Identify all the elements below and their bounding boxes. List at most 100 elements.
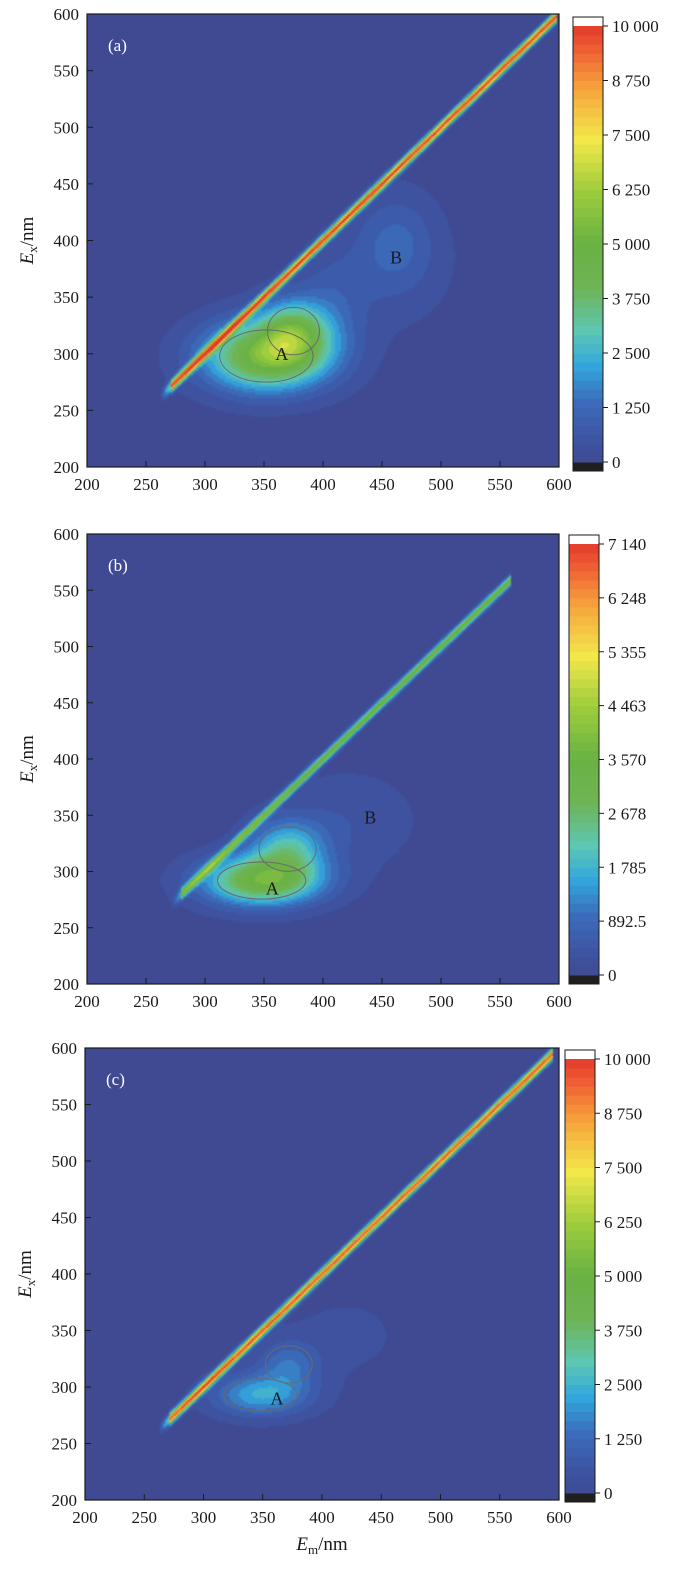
colorbar-band	[573, 53, 603, 63]
colorbar-band	[573, 362, 603, 372]
peak-label-A: A	[266, 878, 279, 898]
panel-label: (a)	[108, 36, 127, 55]
colorbar-band	[573, 434, 603, 445]
colorbar-band	[573, 244, 603, 254]
colorbar-band	[569, 939, 599, 949]
x-tick-label: 550	[487, 475, 513, 494]
peak-label-B: B	[364, 808, 376, 828]
colorbar-band	[565, 1393, 595, 1404]
colorbar-band	[569, 759, 599, 769]
colorbar-band	[565, 1474, 595, 1485]
y-tick-label: 200	[54, 975, 80, 994]
colorbar: 0 892.5 1 785 2 678 3 570 4 463 5 355 6 248 7 14…	[568, 534, 646, 985]
colorbar-band	[573, 316, 603, 327]
colorbar-band	[573, 71, 603, 81]
colorbar-tick-label: 3 570	[608, 751, 646, 770]
colorbar-band	[573, 298, 603, 309]
y-tick-label: 550	[54, 581, 80, 600]
colorbar-tick-label: 0	[608, 966, 617, 985]
y-tick-label: 350	[54, 806, 80, 825]
colorbar-band	[569, 606, 599, 617]
colorbar-band	[565, 1113, 595, 1123]
colorbar-band	[569, 813, 599, 823]
y-tick-label: 450	[54, 175, 80, 194]
colorbar-tick-label: 6 248	[608, 589, 646, 608]
y-tick-label: 600	[54, 525, 80, 544]
colorbar-band	[565, 1456, 595, 1467]
colorbar-band	[565, 1266, 595, 1277]
colorbar-band	[569, 885, 599, 895]
colorbar-band	[569, 966, 599, 976]
y-tick-label: 500	[54, 118, 80, 137]
colorbar-band	[569, 903, 599, 913]
colorbar-band	[565, 1303, 595, 1313]
colorbar-band	[573, 280, 603, 290]
colorbar-band	[573, 234, 603, 245]
colorbar-band	[565, 1294, 595, 1304]
colorbar: 0 1 250 2 500 3 750 5 000 6 250 7 500 8 750 10 0…	[564, 1049, 651, 1503]
colorbar-tick-label: 8 750	[612, 72, 650, 91]
colorbar-band	[573, 389, 603, 399]
colorbar-band	[569, 714, 599, 725]
colorbar-band	[565, 1059, 595, 1069]
colorbar-band	[569, 840, 599, 850]
colorbar-band	[569, 786, 599, 796]
contour-line	[219, 329, 314, 383]
colorbar-band	[565, 1429, 595, 1440]
colorbar-band	[569, 777, 599, 787]
colorbar-band	[573, 116, 603, 127]
colorbar-band	[569, 867, 599, 877]
colorbar-band	[569, 912, 599, 922]
contour-line	[223, 1378, 298, 1412]
x-tick-label: 250	[132, 1508, 158, 1527]
colorbar-band	[565, 1357, 595, 1367]
y-axis-title: Ex/nm	[15, 1250, 38, 1299]
colorbar-band	[573, 353, 603, 363]
x-axis-title: Em/nm	[295, 1534, 348, 1557]
colorbar-overflow	[569, 535, 599, 544]
colorbar-underflow	[569, 975, 599, 984]
y-tick-label: 350	[52, 1322, 78, 1341]
y-tick-label: 400	[54, 232, 80, 251]
x-tick-label: 450	[369, 475, 395, 494]
colorbar-band	[573, 144, 603, 154]
y-tick-label: 400	[54, 750, 80, 769]
colorbar-tick-label: 10 000	[612, 17, 659, 36]
x-tick-label: 300	[192, 992, 218, 1011]
colorbar-band	[565, 1122, 595, 1132]
colorbar-tick-label: 3 750	[612, 290, 650, 309]
colorbar-tick-label: 2 500	[604, 1376, 642, 1395]
colorbar-band	[565, 1086, 595, 1096]
colorbar-band	[565, 1212, 595, 1223]
colorbar-tick-label: 5 000	[612, 235, 650, 254]
colorbar-band	[565, 1095, 595, 1105]
colorbar-band	[565, 1230, 595, 1241]
colorbar-band	[565, 1402, 595, 1413]
contour-line	[264, 1345, 313, 1384]
colorbar-tick-label: 1 250	[612, 399, 650, 418]
colorbar-band	[565, 1438, 595, 1449]
x-tick-label: 600	[546, 992, 572, 1011]
colorbar-band	[569, 651, 599, 662]
colorbar-band	[569, 732, 599, 743]
panel-0: 200 250 300 350 400 450 500 550 600 200 250 300 350 4…	[17, 5, 659, 494]
y-tick-label: 500	[54, 638, 80, 657]
y-tick-label: 600	[54, 5, 80, 24]
colorbar-tick-label: 10 000	[604, 1050, 651, 1069]
colorbar: 0 1 250 2 500 3 750 5 000 6 250 7 500 8 750 10 0…	[572, 16, 659, 472]
colorbar-band	[573, 452, 603, 463]
colorbar-band	[565, 1375, 595, 1385]
colorbar-band	[565, 1176, 595, 1187]
peak-label-A: A	[270, 1388, 283, 1408]
colorbar-band	[569, 669, 599, 680]
y-tick-label: 300	[54, 863, 80, 882]
colorbar-band	[565, 1221, 595, 1232]
x-tick-label: 350	[251, 475, 277, 494]
y-tick-label: 500	[52, 1152, 78, 1171]
colorbar-band	[569, 921, 599, 931]
colorbar-band	[573, 189, 603, 200]
colorbar-tick-label: 3 750	[604, 1321, 642, 1340]
colorbar-band	[569, 849, 599, 859]
peak-label-B: B	[390, 247, 402, 267]
